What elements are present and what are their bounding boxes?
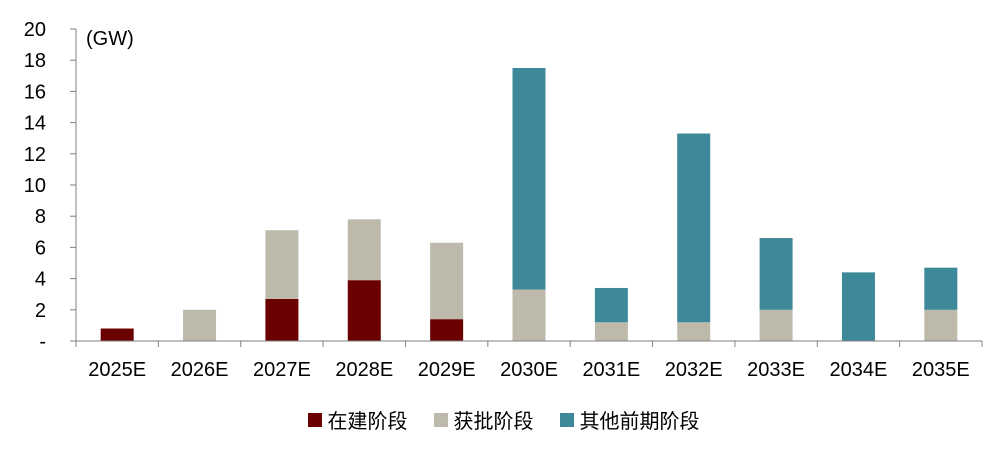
x-tick-label: 2026E	[171, 359, 229, 381]
bar-segment	[512, 68, 546, 290]
bar-segment	[183, 309, 217, 341]
x-tick-label: 2030E	[500, 359, 558, 381]
x-axis-ticks: 2025E 2026E 2027E 2028E 2029E 2030E 2031E 2032E…	[75, 341, 983, 381]
bar-segment	[759, 238, 793, 310]
axes	[75, 29, 982, 342]
y-tick-label: 10	[24, 175, 46, 197]
legend-swatch-approved	[433, 412, 448, 427]
x-tick-label: 2035E	[912, 359, 970, 381]
bar-segment	[347, 280, 381, 341]
bar-segment	[594, 322, 628, 341]
bar-segment	[265, 230, 299, 299]
y-axis-ticks: - 2 4 6 8 10 12 14 16 18 20	[24, 19, 76, 353]
y-tick-label: 20	[24, 19, 46, 41]
legend: 在建阶段 获批阶段 其他前期阶段	[0, 405, 1007, 434]
bar-segment	[512, 289, 546, 341]
y-tick-label: -	[39, 331, 46, 353]
x-tick-label: 2025E	[88, 359, 146, 381]
bar-segment	[677, 322, 711, 341]
bar-segment	[924, 309, 958, 341]
legend-label: 获批阶段	[453, 409, 534, 433]
x-tick-label: 2027E	[253, 359, 311, 381]
bar-segment	[430, 319, 464, 341]
legend-label: 其他前期阶段	[579, 409, 700, 433]
y-tick-label: 6	[35, 237, 46, 259]
x-tick-label: 2032E	[665, 359, 723, 381]
bar-segment	[347, 219, 381, 281]
bar-segment	[100, 328, 134, 341]
x-tick-label: 2033E	[747, 359, 805, 381]
bar-segment	[759, 309, 793, 341]
y-tick-label: 4	[35, 269, 46, 291]
bar-segment	[430, 242, 464, 320]
y-tick-label: 18	[24, 50, 46, 72]
bar-segment	[841, 272, 875, 341]
y-tick-label: 8	[35, 206, 46, 228]
x-tick-label: 2031E	[582, 359, 640, 381]
y-tick-label: 16	[24, 81, 46, 103]
bars	[100, 68, 958, 341]
legend-item-other-early-stage: 其他前期阶段	[559, 405, 700, 434]
bar-segment	[265, 298, 299, 341]
legend-item-approved: 获批阶段	[433, 405, 534, 434]
x-tick-label: 2028E	[335, 359, 393, 381]
y-tick-label: 14	[24, 113, 46, 135]
y-tick-label: 12	[24, 144, 46, 166]
bar-segment	[924, 267, 958, 310]
bar-segment	[677, 133, 711, 323]
legend-swatch-under-construction	[307, 412, 322, 427]
legend-item-under-construction: 在建阶段	[307, 405, 408, 434]
legend-label: 在建阶段	[327, 409, 408, 433]
unit-label: (GW)	[86, 28, 134, 50]
legend-swatch-other-early-stage	[559, 412, 574, 427]
x-tick-label: 2029E	[418, 359, 476, 381]
x-tick-label: 2034E	[830, 359, 888, 381]
y-tick-label: 2	[35, 300, 46, 322]
bar-segment	[594, 287, 628, 323]
